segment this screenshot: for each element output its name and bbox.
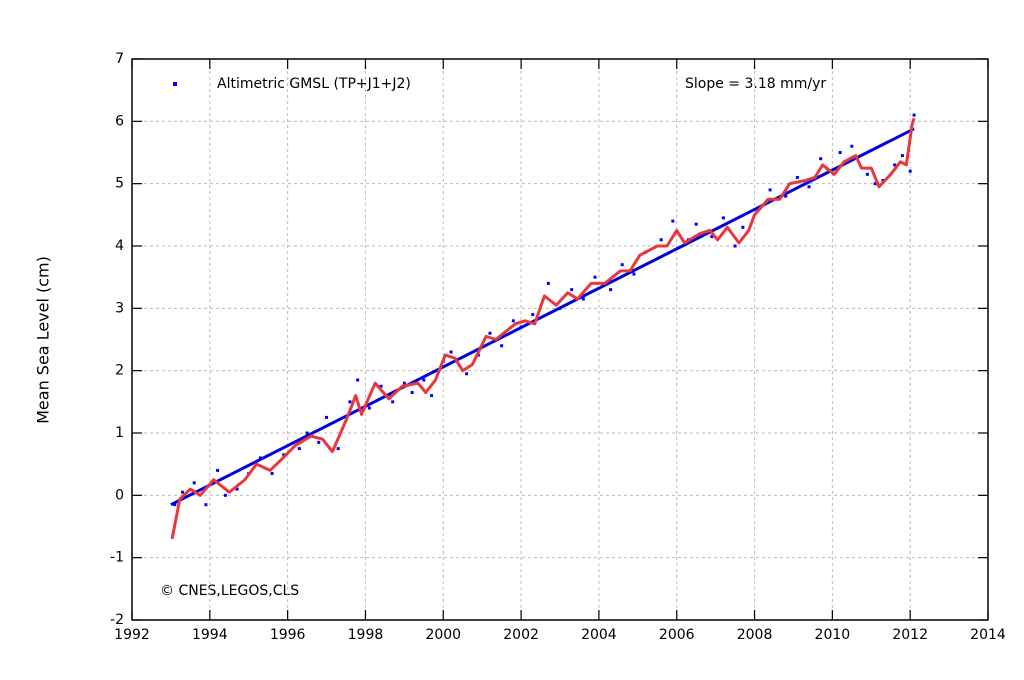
x-tick-label: 1992 [114,627,150,643]
y-tick-label: 2 [115,363,124,379]
data-point [900,154,904,158]
data-point [430,394,434,398]
data-point [581,297,585,301]
data-point [270,472,274,476]
data-point [235,487,239,491]
data-point [465,372,469,376]
data-point [546,281,550,285]
x-tick-label: 2008 [737,627,773,643]
data-point [356,378,360,382]
data-point [348,400,352,404]
data-line [170,127,915,507]
data-point [192,481,196,485]
data-point [908,169,912,173]
y-tick-label: 4 [115,238,124,254]
y-tick-label: 0 [115,487,124,503]
x-tick-label: 2004 [581,627,617,643]
data-point [449,350,453,354]
data-point [305,431,309,435]
x-tick-label: 1998 [348,627,384,643]
data-point [216,468,220,472]
x-tick-label: 1994 [192,627,228,643]
data-point [659,238,663,242]
x-tick-label: 2002 [503,627,539,643]
data-point [819,157,823,161]
y-tick-label: 1 [115,425,124,441]
data-point [721,216,725,220]
data-point [391,400,395,404]
x-tick-label: 2014 [970,627,1006,643]
data-point [379,384,383,388]
data-point [850,144,854,148]
data-point [838,151,842,154]
data-point [570,288,574,292]
y-axis-label: Mean Sea Level (cm) [34,256,53,424]
data-point [912,113,916,117]
data-point [671,219,675,223]
data-point [807,185,811,189]
data-point [795,175,799,179]
data-point [865,172,869,176]
data-point [223,493,227,497]
x-tick-label: 2000 [425,627,461,643]
x-tick-label: 2010 [815,627,851,643]
data-point [873,182,877,186]
y-tick-label: 5 [115,176,124,192]
data-point [173,503,177,507]
data-point [784,194,788,198]
data-point [488,331,492,335]
data-point [410,390,414,394]
data-point [710,235,714,239]
data-point [593,275,597,279]
data-point [893,163,897,167]
data-point [282,453,286,457]
data-point [500,344,504,348]
data-point [620,263,624,267]
data-point [422,378,426,382]
data-point [181,490,185,494]
y-tick-label: 6 [115,113,124,129]
legend-marker [173,82,177,86]
data-point [768,188,772,192]
data-point [531,313,535,317]
copyright-annotation: © CNES,LEGOS,CLS [160,583,299,599]
data-point [511,319,515,323]
data-point [694,222,698,226]
data-point [325,415,329,419]
y-tick-label: -1 [110,550,124,566]
data-point [297,447,301,451]
slope-annotation: Slope = 3.18 mm/yr [685,76,826,92]
x-tick-label: 2006 [659,627,695,643]
data-point [609,288,613,292]
y-tick-label: 7 [115,51,124,67]
plot-frame [131,58,989,621]
x-tick-label: 2012 [892,627,928,643]
data-point [741,225,745,229]
data-point [317,440,321,444]
y-tick-label: -2 [110,612,124,628]
data-point [336,447,340,451]
data-line [170,117,916,540]
data-point [733,244,737,248]
y-tick-label: 3 [115,300,124,316]
x-tick-label: 1996 [270,627,306,643]
data-point [204,503,208,507]
data-point [367,406,371,410]
data-point [632,272,636,276]
legend-label: Altimetric GMSL (TP+J1+J2) [217,76,411,92]
data-point [402,381,406,385]
